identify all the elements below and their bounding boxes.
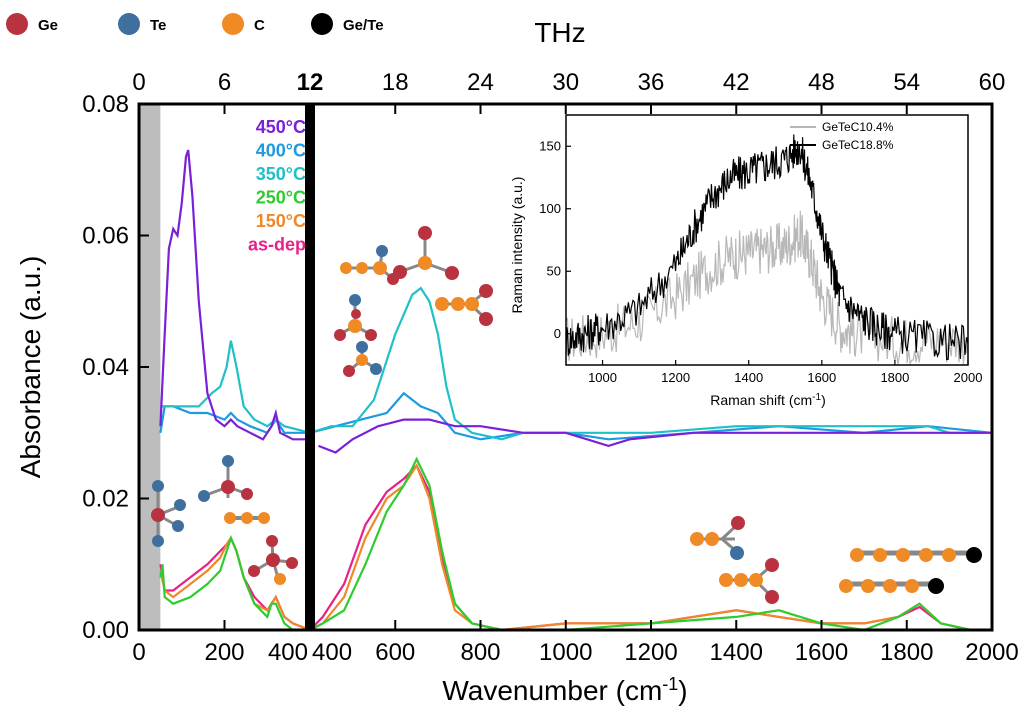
inset-y-tick-label: 50 [547, 263, 561, 278]
te-atom-icon [118, 13, 140, 35]
legend-item-gete: Ge/Te [311, 13, 384, 35]
x-tick-label: 200 [204, 639, 244, 666]
series-line-400-c-left [159, 405, 310, 435]
top-tick-label: 0 [132, 69, 145, 96]
c2-ge-molecule-icon [340, 245, 399, 285]
y-tick-label: 0.02 [82, 486, 129, 513]
axes-layer: 0.000.020.040.060.080 200 400 400 600 800 1000… [82, 69, 1018, 666]
y-tick-label: 0.08 [82, 91, 129, 118]
x-tick-label: 1600 [795, 639, 848, 666]
x-tick-label: 1200 [624, 639, 677, 666]
atom-legend: Ge Te C Ge/Te [6, 13, 384, 35]
top-tick-label: 6 [218, 69, 231, 96]
legend-item-ge: Ge [6, 13, 58, 35]
series-line-250-c-right [309, 456, 992, 632]
inset-x-tick-label: 1600 [807, 370, 836, 385]
ge-te3-c-molecule-icon [198, 455, 253, 502]
y-tick-label: 0.04 [82, 354, 129, 381]
c-atom-icon [222, 13, 244, 35]
top-axis-title: THz [534, 17, 585, 48]
inset-x-tick-label: 1800 [880, 370, 909, 385]
x-axis-title: Wavenumber (cm-1) [442, 674, 687, 706]
series-labels: 450°C 400°C 350°C 250°C 150°C as-dep [248, 117, 306, 255]
x-tick-label: 2000 [965, 639, 1018, 666]
x-tick-label: 0 [132, 639, 145, 666]
inset-x-tick-label: 1400 [734, 370, 763, 385]
top-tick-label: 18 [382, 69, 409, 96]
inset-legend-label-2: GeTeC18.8% [822, 138, 894, 152]
top-tick-label: 54 [893, 69, 920, 96]
inset-y-tick-label: 150 [539, 138, 561, 153]
c2-ge2-molecule-icon [435, 284, 493, 326]
inset-y-axis-title: Raman intensity (a.u.) [509, 177, 525, 314]
series-line-250-c-left [159, 534, 310, 632]
c3-chain-molecule-icon [224, 512, 270, 524]
carbon-chain-gete-molecule-icon [839, 578, 944, 594]
c-ge-te-molecule-icon [334, 294, 377, 341]
ge-te4-molecule-icon [151, 480, 186, 547]
axis-break-bar [305, 104, 315, 630]
top-tick-label: 36 [638, 69, 665, 96]
inset-x-axis-title: Raman shift (cm-1) [710, 392, 826, 409]
series-label: 450°C [256, 117, 306, 137]
legend-label-te: Te [150, 17, 166, 34]
legend-label-gete: Ge/Te [343, 17, 384, 34]
x-tick-label: 600 [375, 639, 415, 666]
x-tick-label: 1800 [880, 639, 933, 666]
series-line-150-c-right [309, 463, 992, 632]
inset-chart: 1000 1200 1400 1600 1800 2000 0 50 100 150 GeTeC1… [509, 114, 982, 409]
c2-ge-te-chain-molecule-icon [690, 516, 745, 560]
legend-item-te: Te [118, 13, 166, 35]
top-tick-label: 42 [723, 69, 750, 96]
series-label: 400°C [256, 141, 306, 161]
inset-x-tick-label: 1000 [588, 370, 617, 385]
ge-c-te-molecule-icon [248, 535, 298, 585]
series-label: 350°C [256, 164, 306, 184]
gete-atom-icon [311, 13, 333, 35]
series-line-as-dep-left [159, 535, 311, 632]
inset-series-layer [565, 134, 969, 366]
inset-axes-layer: 1000 1200 1400 1600 1800 2000 0 50 100 150 [539, 138, 982, 385]
legend-label-ge: Ge [38, 17, 58, 34]
top-tick-label: 30 [552, 69, 579, 96]
x-tick-label: 1400 [710, 639, 763, 666]
series-line-450-c-right [318, 418, 992, 454]
x-tick-label: 1000 [539, 639, 592, 666]
inset-y-tick-label: 0 [554, 326, 561, 341]
x-tick-label: 400 [312, 639, 352, 666]
top-tick-label: 48 [808, 69, 835, 96]
series-label: 250°C [256, 188, 306, 208]
y-axis-title: Absorbance (a.u.) [15, 256, 46, 479]
x-tick-label: 800 [460, 639, 500, 666]
series-line-as-dep-right [309, 463, 992, 632]
top-tick-label: 24 [467, 69, 494, 96]
inset-y-tick-label: 100 [539, 201, 561, 216]
top-tick-label: 60 [979, 69, 1006, 96]
y-tick-label: 0.00 [82, 617, 129, 644]
series-label: as-dep [248, 235, 306, 255]
series-line-400-c-right [309, 391, 993, 441]
legend-item-c: C [222, 13, 265, 35]
x-tick-label: 400 [268, 639, 308, 666]
inset-x-tick-label: 2000 [954, 370, 983, 385]
molecule-illustrations [151, 226, 982, 604]
ge-c-te-small-molecule-icon [343, 341, 382, 377]
c-ge3-molecule-icon [393, 226, 459, 280]
inset-legend: GeTeC10.4% GeTeC18.8% [790, 120, 894, 152]
top-tick-label: 12 [297, 69, 324, 96]
c3-ge2-chain-molecule-icon [719, 558, 779, 604]
series-label: 150°C [256, 211, 306, 231]
inset-x-tick-label: 1200 [661, 370, 690, 385]
inset-legend-label-1: GeTeC10.4% [822, 120, 894, 134]
ge-atom-icon [6, 13, 28, 35]
inset-frame [565, 114, 969, 366]
y-tick-label: 0.06 [82, 223, 129, 250]
legend-label-c: C [254, 17, 265, 34]
inset-series-line-1 [565, 134, 969, 361]
series-line-450-c-left [159, 149, 308, 441]
long-carbon-chain-gete-molecule-icon [850, 547, 982, 563]
